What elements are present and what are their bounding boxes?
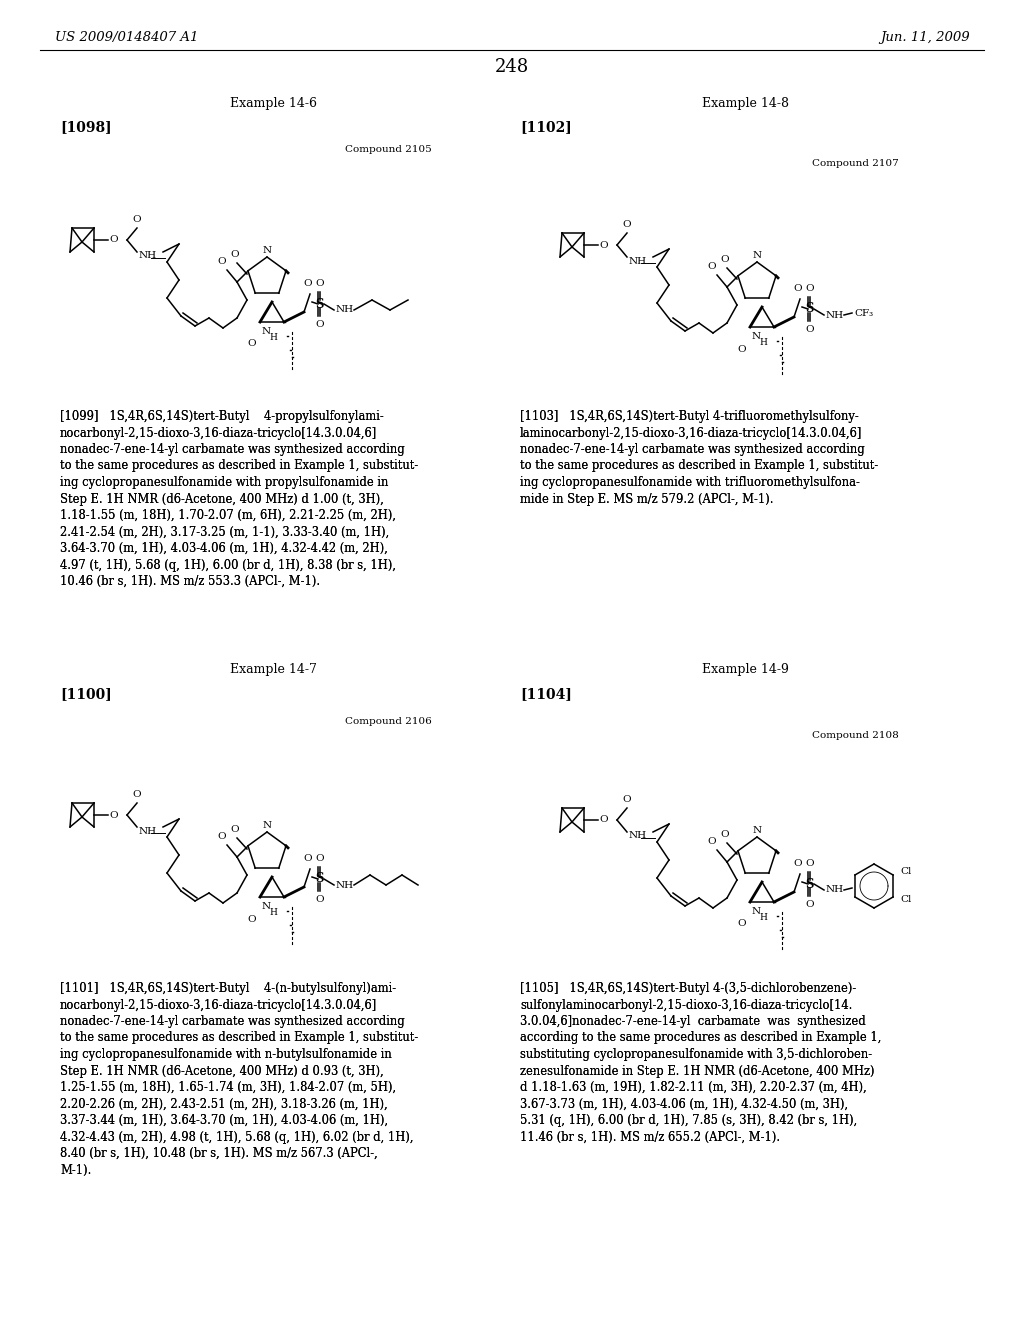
Text: Jun. 11, 2009: Jun. 11, 2009 [881,32,970,45]
Text: [1098]: [1098] [60,120,112,135]
Text: N: N [753,826,762,836]
Text: S: S [315,873,325,886]
Text: O: O [806,900,814,909]
Text: CF₃: CF₃ [854,309,873,318]
Text: O: O [133,215,141,224]
Text: S: S [806,302,814,315]
Text: O: O [304,279,312,288]
Text: O: O [109,810,118,820]
Text: Cl: Cl [900,867,911,876]
Text: S: S [315,297,325,310]
Text: O: O [806,325,814,334]
Text: Example 14-8: Example 14-8 [701,96,788,110]
Text: O: O [806,284,814,293]
Text: O: O [599,816,607,825]
Text: [1101]   1S,4R,6S,14S)tert-Butyl    4-(n-butylsulfonyl)ami-
nocarbonyl-2,15-diox: [1101] 1S,4R,6S,14S)tert-Butyl 4-(n-buty… [60,982,418,1176]
Text: N: N [262,821,271,830]
Text: O: O [315,895,325,904]
Text: [1101]   1S,4R,6S,14S)tert-Butyl    4-(n-butylsulfonyl)ami-
nocarbonyl-2,15-diox: [1101] 1S,4R,6S,14S)tert-Butyl 4-(n-buty… [60,982,418,1176]
Text: NH: NH [139,252,157,260]
Text: N: N [262,902,271,911]
Text: NH: NH [826,310,844,319]
Text: O: O [708,261,717,271]
Text: O: O [218,832,226,841]
Text: O: O [315,319,325,329]
Text: [1099]   1S,4R,6S,14S)tert-Butyl    4-propylsulfonylami-
nocarbonyl-2,15-dioxo-3: [1099] 1S,4R,6S,14S)tert-Butyl 4-propyls… [60,411,418,587]
Text: O: O [315,279,325,288]
Text: O: O [708,837,717,846]
Text: O: O [623,220,632,228]
Text: O: O [230,249,240,259]
Text: O: O [721,830,729,840]
Text: O: O [248,915,256,924]
Text: O: O [737,920,746,928]
Text: [1105]   1S,4R,6S,14S)tert-Butyl 4-(3,5-dichlorobenzene)-
sulfonylaminocarbonyl-: [1105] 1S,4R,6S,14S)tert-Butyl 4-(3,5-di… [520,982,882,1143]
Text: N: N [752,907,761,916]
Text: H: H [759,338,767,347]
Text: N: N [262,327,271,337]
Text: O: O [794,859,803,869]
Text: O: O [806,859,814,869]
Text: NH: NH [336,305,354,314]
Text: H: H [759,913,767,921]
Text: [1103]   1S,4R,6S,14S)tert-Butyl 4-trifluoromethylsulfony-
laminocarbonyl-2,15-d: [1103] 1S,4R,6S,14S)tert-Butyl 4-trifluo… [520,411,879,506]
Text: [1105]   1S,4R,6S,14S)tert-Butyl 4-(3,5-dichlorobenzene)-
sulfonylaminocarbonyl-: [1105] 1S,4R,6S,14S)tert-Butyl 4-(3,5-di… [520,982,882,1143]
Text: Compound 2105: Compound 2105 [345,145,431,154]
Text: NH: NH [629,256,647,265]
Text: O: O [315,854,325,863]
Text: O: O [721,255,729,264]
Text: O: O [304,854,312,863]
Text: O: O [218,257,226,267]
Text: Example 14-7: Example 14-7 [229,664,316,676]
Text: 248: 248 [495,58,529,77]
Text: N: N [753,251,762,260]
Text: S: S [806,878,814,891]
Text: O: O [737,345,746,354]
Text: [1104]: [1104] [520,686,571,701]
Text: NH: NH [629,832,647,841]
Text: O: O [248,339,256,348]
Text: NH: NH [139,826,157,836]
Text: Compound 2108: Compound 2108 [812,731,898,741]
Text: O: O [599,240,607,249]
Text: O: O [133,789,141,799]
Text: O: O [623,795,632,804]
Text: Example 14-6: Example 14-6 [229,96,316,110]
Text: [1102]: [1102] [520,120,571,135]
Text: [1099]   1S,4R,6S,14S)tert-Butyl    4-propylsulfonylami-
nocarbonyl-2,15-dioxo-3: [1099] 1S,4R,6S,14S)tert-Butyl 4-propyls… [60,411,418,587]
Text: O: O [109,235,118,244]
Text: [1100]: [1100] [60,686,112,701]
Text: Example 14-9: Example 14-9 [701,664,788,676]
Text: O: O [794,284,803,293]
Text: N: N [752,333,761,341]
Text: Compound 2107: Compound 2107 [812,160,898,169]
Text: O: O [230,825,240,834]
Text: NH: NH [336,880,354,890]
Text: NH: NH [826,886,844,895]
Text: N: N [262,246,271,255]
Text: Cl: Cl [900,895,911,904]
Text: H: H [269,908,276,917]
Text: H: H [269,333,276,342]
Text: US 2009/0148407 A1: US 2009/0148407 A1 [55,32,199,45]
Text: Compound 2106: Compound 2106 [345,718,431,726]
Text: [1103]   1S,4R,6S,14S)tert-Butyl 4-trifluoromethylsulfony-
laminocarbonyl-2,15-d: [1103] 1S,4R,6S,14S)tert-Butyl 4-trifluo… [520,411,879,506]
